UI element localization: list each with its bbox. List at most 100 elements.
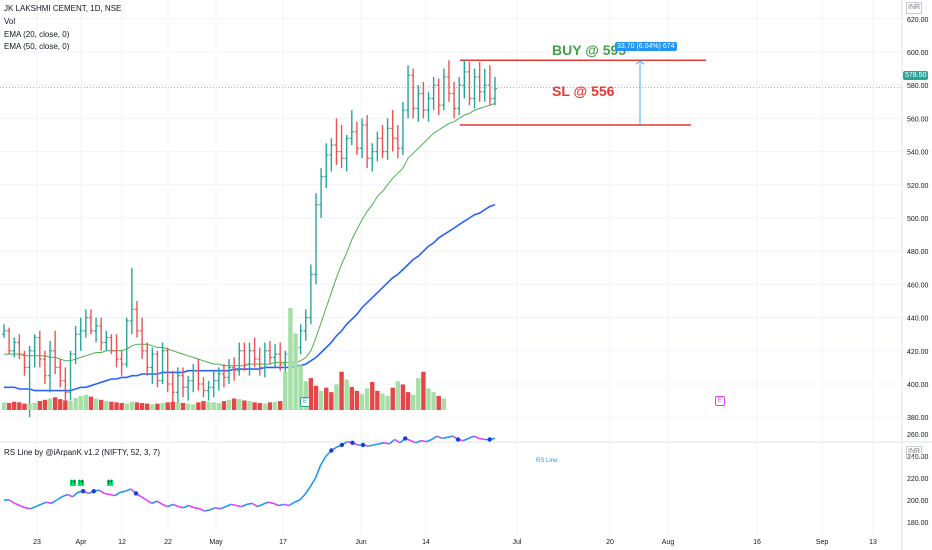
volume-bar	[293, 333, 298, 410]
ohlc-bar	[365, 115, 370, 169]
rs-segment	[98, 489, 105, 495]
time-tick-label: Jun	[355, 539, 366, 546]
volume-bar	[150, 404, 155, 410]
ohlc-bar	[186, 375, 191, 401]
volume-bar	[226, 399, 232, 410]
ohlc-bar	[73, 325, 78, 365]
ohlc-bar	[329, 138, 334, 172]
rs-tick-label: 220.00	[907, 476, 929, 483]
rs-segment	[278, 503, 284, 507]
volume-bar	[114, 402, 119, 410]
rs-high-dot	[360, 442, 366, 448]
volume-bar	[201, 401, 206, 410]
ohlc-bar	[140, 317, 145, 360]
currency-badge[interactable]: INR	[906, 2, 923, 14]
volume-bar	[129, 401, 135, 410]
rs-segment	[473, 435, 480, 440]
ohlc-bar	[477, 61, 482, 102]
rs-segment	[119, 490, 126, 494]
rs-segment	[172, 503, 179, 508]
ohlc-bar	[206, 380, 211, 401]
ohlc-bar	[119, 350, 124, 376]
volume-bar	[380, 393, 385, 410]
volume-bar	[221, 401, 227, 410]
vol-label: Vol	[4, 17, 16, 26]
rs-segment	[431, 435, 438, 441]
volume-bar	[426, 388, 431, 410]
volume-bar	[196, 402, 201, 410]
rs-marker-h1: H	[70, 480, 77, 486]
rs-high-dot	[329, 448, 334, 453]
ohlc-bar	[467, 61, 472, 106]
ohlc-bar	[344, 135, 349, 172]
ohlc-bar	[436, 78, 441, 116]
time-tick-label: 13	[869, 539, 877, 546]
volume-bar	[247, 401, 252, 410]
rs-currency-badge[interactable]: INR	[906, 446, 923, 458]
ohlc-bar	[303, 309, 308, 341]
time-tick-label: Apr	[76, 539, 88, 546]
rs-segment	[204, 509, 211, 512]
time-tick-label: 22	[164, 539, 172, 546]
price-tick-label: 380.00	[907, 415, 929, 422]
rs-segment	[294, 499, 300, 503]
volume-bar	[12, 401, 17, 410]
ohlc-bar	[22, 350, 27, 376]
ohlc-bar	[395, 125, 400, 159]
buy-annotation[interactable]: BUY @ 595	[552, 42, 627, 58]
rs-high-dot	[403, 436, 408, 441]
rs-segment	[19, 504, 26, 509]
volume-bar	[63, 400, 68, 410]
ohlc-bar	[145, 342, 150, 376]
time-axis: 23 Apr 12 22 May 17 Jun 14 Jul 20 Aug 16 Sep 13	[33, 539, 877, 546]
volume-bar	[354, 390, 360, 410]
ohlc-bar	[385, 118, 390, 160]
ohlc-bar	[324, 143, 329, 189]
ohlc-bar	[175, 367, 180, 404]
ohlc-bar	[421, 81, 426, 119]
rs-segment	[162, 503, 168, 508]
rs-tick-label: 260.00	[907, 432, 929, 439]
ohlc-bar	[375, 131, 380, 162]
volume-bar	[175, 402, 181, 410]
volume-bar	[364, 388, 370, 410]
rs-segment	[436, 435, 443, 440]
ohlc-bar	[165, 347, 170, 393]
volume-bar	[185, 403, 191, 410]
ohlc-bar	[380, 125, 385, 159]
volume-bar	[134, 402, 140, 410]
volume-bar	[83, 394, 89, 410]
volume-bar	[277, 401, 283, 410]
volume-bar	[385, 395, 390, 410]
ohlc-bar	[201, 377, 206, 398]
rs-segment	[178, 505, 184, 509]
rs-segment	[314, 464, 322, 479]
ohlc-bar	[457, 76, 462, 116]
rs-high-dot	[80, 489, 86, 494]
rs-segment	[257, 503, 264, 508]
volume-bar	[395, 381, 401, 410]
ohlc-bar	[88, 309, 93, 335]
ohlc-bar	[278, 342, 283, 371]
rs-segment	[272, 502, 279, 507]
rs-segment	[236, 504, 242, 508]
rs-segment	[183, 504, 190, 509]
rs-marker-h3: H	[107, 480, 114, 486]
volume-bar	[441, 398, 447, 410]
rs-segment	[30, 505, 36, 510]
volume-bar	[349, 387, 354, 410]
earnings-marker-future[interactable]: E	[715, 396, 725, 406]
volume-bar	[390, 387, 395, 410]
rs-segment	[40, 501, 47, 506]
ohlc-bar	[406, 65, 411, 119]
volume-bar	[88, 396, 94, 410]
rs-segment	[67, 493, 73, 498]
volume-bar	[313, 385, 319, 410]
earnings-marker[interactable]: E	[300, 397, 310, 407]
volume-bar	[421, 371, 426, 410]
sl-annotation[interactable]: SL @ 556	[552, 83, 615, 99]
volume-bar	[283, 371, 288, 410]
volume-bar	[78, 395, 83, 410]
ohlc-bar	[431, 76, 436, 111]
